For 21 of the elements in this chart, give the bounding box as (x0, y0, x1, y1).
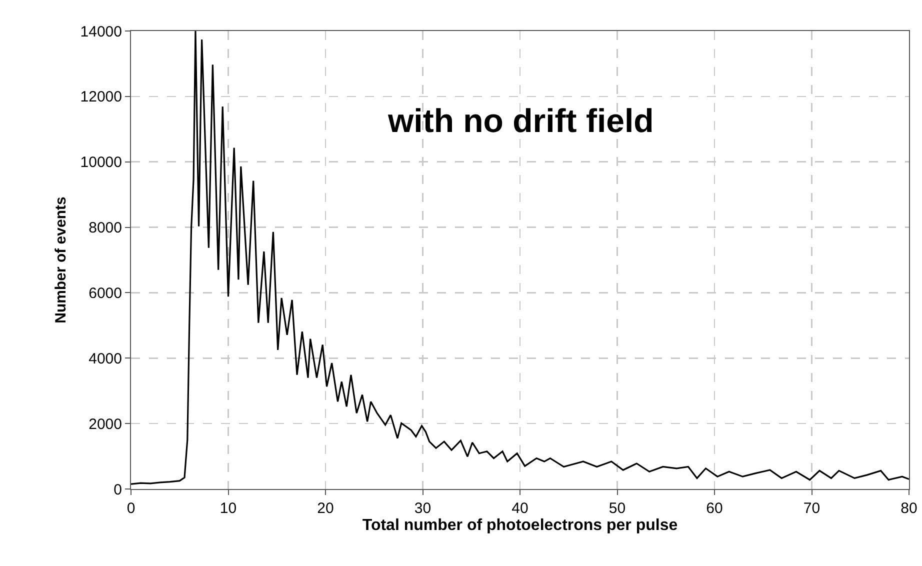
y-tick-label: 2000 (88, 416, 122, 433)
x-tick-label: 80 (900, 500, 918, 517)
y-tick-label: 12000 (80, 88, 122, 106)
x-tick-label: 20 (317, 500, 334, 517)
x-tick-label: 30 (414, 500, 432, 517)
y-axis-title: Number of events (52, 196, 70, 324)
y-tick-label: 8000 (88, 220, 122, 237)
x-tick-label: 10 (220, 500, 237, 517)
y-tick-label: 0 (114, 481, 122, 498)
line-series (131, 31, 909, 485)
y-tick-label: 4000 (88, 350, 122, 368)
x-tick-label: 50 (608, 500, 626, 517)
annotation: with no drift field (387, 102, 654, 139)
x-tick-label: 60 (706, 500, 723, 517)
x-tick-label: 70 (803, 500, 820, 517)
y-tick-label: 6000 (88, 284, 122, 302)
x-axis-title: Total number of photoelectrons per pulse (362, 517, 678, 534)
x-tick-label: 40 (512, 500, 528, 517)
y-tick-label: 14000 (80, 23, 122, 40)
x-tick-label: 0 (126, 500, 136, 517)
y-tick-label: 10000 (80, 154, 122, 172)
